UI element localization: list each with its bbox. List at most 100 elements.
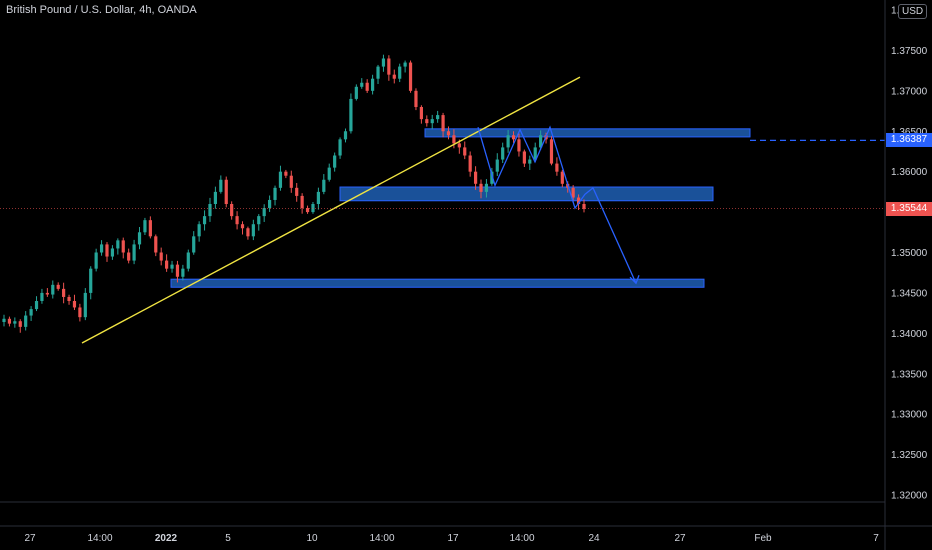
candle-body (316, 191, 320, 204)
support-resistance-zones[interactable] (170, 128, 751, 288)
candle-body (186, 252, 190, 269)
price-tick-label: 1.33000 (891, 410, 928, 421)
up-candle (506, 130, 510, 153)
down-candle (479, 179, 483, 199)
candle-body (257, 216, 261, 225)
up-candle (539, 130, 543, 150)
candle-body (224, 179, 228, 204)
candle-body (365, 82, 369, 91)
up-candle (219, 175, 223, 194)
down-candle (72, 294, 77, 311)
candle-body (582, 204, 586, 209)
candle-body (219, 179, 223, 192)
candle-body (278, 171, 283, 188)
time-tick-label: 14:00 (87, 533, 112, 544)
up-candle (170, 260, 174, 273)
candle-body (468, 155, 472, 172)
up-candle (89, 266, 93, 300)
candle-body (414, 90, 418, 107)
down-candle (45, 288, 49, 297)
chart-drawings[interactable] (0, 76, 885, 344)
candle-body (560, 171, 564, 184)
currency-button[interactable]: USD (898, 4, 928, 19)
up-candle (24, 311, 28, 331)
candle-body (62, 288, 66, 297)
down-candle (392, 69, 396, 84)
candle-body (419, 107, 423, 120)
candle-body (83, 292, 87, 318)
time-tick-label: 17 (447, 533, 459, 544)
up-candle (83, 288, 87, 321)
time-axis[interactable]: 27 14:00 2022 5 10 14:00 17 14:00 24 27 Feb 7 (24, 533, 879, 544)
down-candle (121, 237, 125, 259)
up-candle (501, 142, 505, 164)
candle-body (72, 301, 77, 308)
candle-body (517, 139, 521, 152)
down-candle (148, 216, 152, 239)
down-candle (555, 157, 559, 176)
price-tick-label: 1.33500 (891, 369, 928, 380)
price-tick-label: 1.32000 (891, 491, 928, 502)
price-tick-label: 1.36500 (891, 127, 928, 138)
down-candle (582, 199, 586, 213)
candle-body (94, 252, 98, 269)
down-candle (154, 234, 158, 257)
up-candle (137, 226, 142, 250)
price-zone (339, 186, 714, 202)
candle-body (571, 187, 575, 198)
down-candle (446, 126, 451, 140)
down-candle (18, 319, 22, 333)
price-tick-label: 1.34500 (891, 288, 928, 299)
down-candle (284, 169, 288, 179)
candle-body (175, 264, 180, 277)
candle-body (45, 292, 49, 295)
price-tick-label: 1.37000 (891, 86, 928, 97)
candle-body (235, 216, 239, 225)
up-candle (116, 238, 120, 255)
up-candle (99, 240, 104, 256)
candle-body (251, 224, 255, 237)
candle-body (127, 252, 131, 261)
time-tick-label: 5 (225, 533, 231, 544)
candle-body (24, 315, 28, 327)
candle-body (506, 135, 510, 148)
candle-body (208, 204, 212, 217)
time-tick-label: 24 (588, 533, 600, 544)
candle-body (230, 204, 234, 217)
down-candle (468, 151, 472, 177)
down-candle (560, 169, 564, 188)
candle-body (197, 224, 201, 237)
up-candle (338, 137, 342, 159)
down-candle (365, 79, 369, 93)
up-candle (143, 217, 147, 235)
candle-body (78, 307, 82, 318)
up-candle (333, 152, 337, 172)
time-tick-label: 2022 (155, 533, 178, 544)
down-candle (295, 183, 299, 202)
candle-body (300, 195, 304, 209)
candle-body (495, 159, 499, 172)
down-candle (7, 316, 12, 327)
down-candle (240, 221, 245, 235)
down-candle (522, 149, 526, 167)
up-candle (29, 306, 33, 321)
up-candle (343, 128, 348, 143)
candle-body (446, 131, 451, 136)
candle-body (51, 284, 55, 295)
up-candle (186, 249, 190, 272)
down-candle (511, 131, 516, 144)
candle-body (262, 208, 266, 217)
down-candle (230, 201, 234, 220)
candle-body (398, 66, 402, 79)
up-candle (251, 219, 255, 241)
up-candle (322, 174, 326, 195)
candle-body (273, 187, 277, 200)
price-tick-label: 1.35000 (891, 248, 928, 259)
candle-body (2, 318, 6, 323)
symbol-title: British Pound / U.S. Dollar, 4h, OANDA (6, 4, 197, 16)
candle-body (322, 179, 326, 192)
candle-body (268, 199, 272, 209)
up-candle (197, 221, 201, 242)
time-tick-label: 14:00 (509, 533, 534, 544)
